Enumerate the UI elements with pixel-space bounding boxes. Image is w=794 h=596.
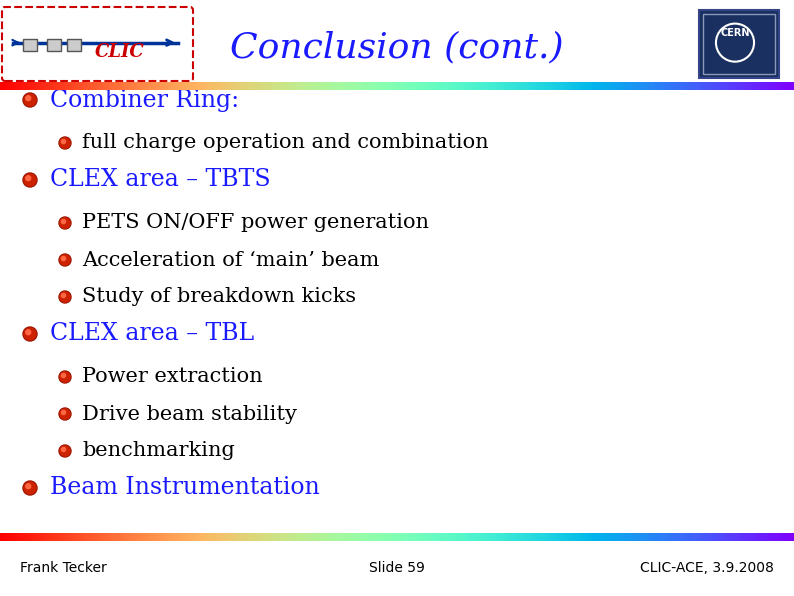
Circle shape (25, 330, 31, 335)
Circle shape (25, 484, 31, 489)
Text: CLIC: CLIC (94, 43, 145, 61)
Circle shape (61, 411, 66, 415)
Circle shape (60, 292, 70, 302)
Circle shape (61, 448, 66, 452)
Text: Study of breakdown kicks: Study of breakdown kicks (82, 287, 357, 306)
Text: CLEX area – TBL: CLEX area – TBL (50, 322, 254, 346)
Text: Combiner Ring:: Combiner Ring: (50, 88, 239, 111)
Circle shape (24, 482, 36, 494)
Text: Power extraction: Power extraction (82, 368, 263, 386)
Text: full charge operation and combination: full charge operation and combination (82, 134, 488, 153)
Circle shape (59, 137, 71, 149)
FancyBboxPatch shape (67, 39, 81, 51)
Circle shape (60, 218, 70, 228)
FancyBboxPatch shape (699, 10, 779, 78)
Text: Drive beam stability: Drive beam stability (82, 405, 297, 424)
Circle shape (61, 256, 66, 260)
FancyBboxPatch shape (23, 39, 37, 51)
Circle shape (61, 293, 66, 297)
Circle shape (23, 93, 37, 107)
Circle shape (23, 173, 37, 187)
Circle shape (59, 291, 71, 303)
Circle shape (61, 374, 66, 378)
Text: benchmarking: benchmarking (82, 442, 235, 461)
Circle shape (59, 445, 71, 457)
FancyBboxPatch shape (47, 39, 61, 51)
Text: PETS ON/OFF power generation: PETS ON/OFF power generation (82, 213, 429, 232)
Circle shape (61, 219, 66, 224)
Text: Beam Instrumentation: Beam Instrumentation (50, 476, 320, 499)
Circle shape (60, 138, 70, 148)
Text: Slide 59: Slide 59 (369, 561, 425, 575)
Circle shape (59, 254, 71, 266)
Text: CLEX area – TBTS: CLEX area – TBTS (50, 169, 271, 191)
Circle shape (60, 409, 70, 419)
Circle shape (61, 139, 66, 144)
Circle shape (60, 372, 70, 382)
Text: Frank Tecker: Frank Tecker (20, 561, 106, 575)
Circle shape (60, 446, 70, 456)
Circle shape (23, 481, 37, 495)
Circle shape (23, 327, 37, 341)
FancyBboxPatch shape (2, 7, 193, 81)
Text: Conclusion (cont.): Conclusion (cont.) (230, 30, 564, 65)
Circle shape (59, 408, 71, 420)
Circle shape (24, 328, 36, 340)
Circle shape (25, 176, 31, 181)
Circle shape (59, 217, 71, 229)
Circle shape (24, 174, 36, 186)
Text: CLIC-ACE, 3.9.2008: CLIC-ACE, 3.9.2008 (640, 561, 774, 575)
Text: Acceleration of ‘main’ beam: Acceleration of ‘main’ beam (82, 250, 380, 269)
Text: CERN: CERN (720, 28, 750, 38)
Circle shape (25, 96, 31, 101)
Circle shape (24, 94, 36, 106)
Circle shape (59, 371, 71, 383)
Circle shape (60, 255, 70, 265)
